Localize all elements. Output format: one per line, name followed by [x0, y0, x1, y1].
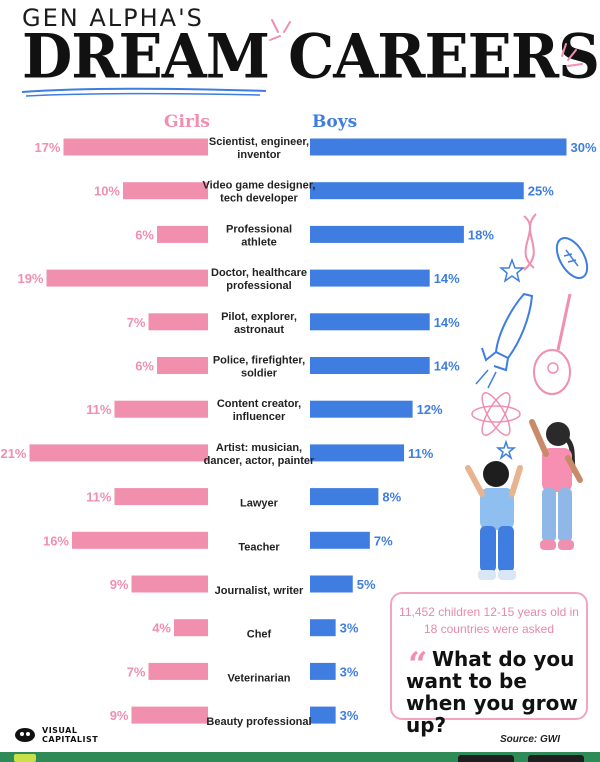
- survey-info-box: 11,452 children 12-15 years old in 18 co…: [390, 592, 588, 736]
- page-title: DREAM CAREERS: [22, 20, 600, 93]
- boys-bar: [310, 619, 336, 637]
- girls-bar: [114, 488, 208, 506]
- girls-bar: [131, 706, 208, 724]
- boys-value-label: 3%: [340, 708, 359, 723]
- boys-value-label: 11%: [408, 446, 434, 461]
- boys-bar: [310, 225, 464, 243]
- girls-bar: [157, 225, 208, 243]
- girls-bar: [148, 662, 208, 680]
- category-label: Artist: musician, dancer, actor, painter: [204, 442, 315, 467]
- footer-bar: [0, 752, 600, 762]
- survey-description: 11,452 children 12-15 years old in 18 co…: [399, 605, 579, 636]
- boys-value-label: 3%: [340, 621, 359, 636]
- boys-value-label: 7%: [374, 533, 393, 548]
- boys-value-label: 3%: [340, 664, 359, 679]
- girls-value-label: 6%: [135, 359, 154, 374]
- boys-value-label: 14%: [434, 359, 460, 374]
- girls-value-label: 9%: [110, 708, 129, 723]
- quote-icon: “: [408, 645, 428, 685]
- boys-value-label: 14%: [434, 271, 460, 286]
- girls-value-label: 9%: [110, 577, 129, 592]
- boys-value-label: 18%: [468, 227, 494, 242]
- girls-header: Girls: [164, 112, 210, 132]
- girls-value-label: 4%: [152, 621, 171, 636]
- category-label: Content creator, influencer: [217, 398, 301, 423]
- girls-value-label: 6%: [135, 227, 154, 242]
- girls-bar: [148, 313, 208, 331]
- boys-bar: [310, 357, 430, 374]
- boys-value-label: 25%: [528, 184, 554, 199]
- boys-bar: [310, 400, 413, 418]
- dream-careers-chart: 17% 30% Scientist, engineer, inventor 10% 25%…: [0, 136, 597, 728]
- boys-bar: [310, 182, 524, 200]
- girls-value-label: 19%: [17, 271, 43, 286]
- title-kicker: GEN ALPHA'S: [22, 4, 204, 32]
- girls-value-label: 11%: [86, 490, 112, 505]
- boys-value-label: 12%: [417, 402, 443, 417]
- girls-value-label: 7%: [127, 664, 146, 679]
- sparkle-icon: [561, 43, 583, 67]
- girls-bar: [157, 357, 208, 374]
- girls-value-label: 16%: [43, 533, 69, 548]
- logo-text: VISUAL CAPITALIST: [42, 726, 99, 744]
- survey-question: What do you want to be when you grow up?: [406, 647, 578, 737]
- boys-header: Boys: [312, 112, 358, 132]
- boys-bar: [310, 444, 405, 462]
- girls-value-label: 10%: [94, 184, 120, 199]
- girls-bar: [123, 182, 208, 200]
- visual-capitalist-logo: VISUAL CAPITALIST: [14, 726, 98, 744]
- boys-bar: [310, 269, 430, 287]
- category-label: Veterinarian: [228, 672, 291, 684]
- logo-icon: [15, 728, 35, 742]
- girls-bar: [72, 531, 208, 549]
- girls-value-label: 7%: [127, 315, 146, 330]
- category-label: Pilot, explorer, astronaut: [221, 311, 297, 336]
- category-label: Chef: [247, 629, 272, 641]
- boys-value-label: 30%: [571, 140, 597, 155]
- boys-bar: [310, 138, 567, 156]
- boys-bar: [310, 313, 430, 331]
- footer-button[interactable]: [458, 755, 514, 762]
- category-label: Video game designer, tech developer: [203, 180, 316, 205]
- boys-bar: [310, 706, 336, 724]
- title-underline: [21, 87, 267, 97]
- boys-bar: [310, 488, 379, 506]
- category-label: Lawyer: [240, 498, 279, 510]
- girls-value-label: 17%: [34, 140, 60, 155]
- footer-button[interactable]: [528, 755, 584, 762]
- girls-value-label: 21%: [0, 446, 26, 461]
- sparkle-icon: [269, 19, 291, 41]
- girls-value-label: 11%: [86, 402, 112, 417]
- girls-bar: [63, 138, 208, 156]
- category-label: Teacher: [238, 541, 280, 553]
- category-label: Scientist, engineer, inventor: [209, 136, 309, 161]
- category-label: Doctor, healthcare professional: [211, 267, 307, 292]
- girls-bar: [46, 269, 208, 287]
- boys-value-label: 5%: [357, 577, 376, 592]
- girls-bar: [29, 444, 208, 462]
- category-label: Professional athlete: [226, 223, 292, 248]
- boys-value-label: 14%: [434, 315, 460, 330]
- category-label: Beauty professional: [206, 716, 311, 728]
- illustration-kids-drawing: [465, 213, 589, 580]
- boys-value-label: 8%: [382, 490, 401, 505]
- girls-bar: [174, 619, 208, 637]
- girls-bar: [114, 400, 208, 418]
- boys-bar: [310, 575, 353, 593]
- category-label: Journalist, writer: [215, 585, 304, 597]
- girls-bar: [131, 575, 208, 593]
- boys-bar: [310, 662, 336, 680]
- footer-badge: [14, 754, 36, 762]
- source-note: Source: GWI: [500, 734, 561, 745]
- category-label: Police, firefighter, soldier: [213, 355, 305, 380]
- boys-bar: [310, 531, 370, 549]
